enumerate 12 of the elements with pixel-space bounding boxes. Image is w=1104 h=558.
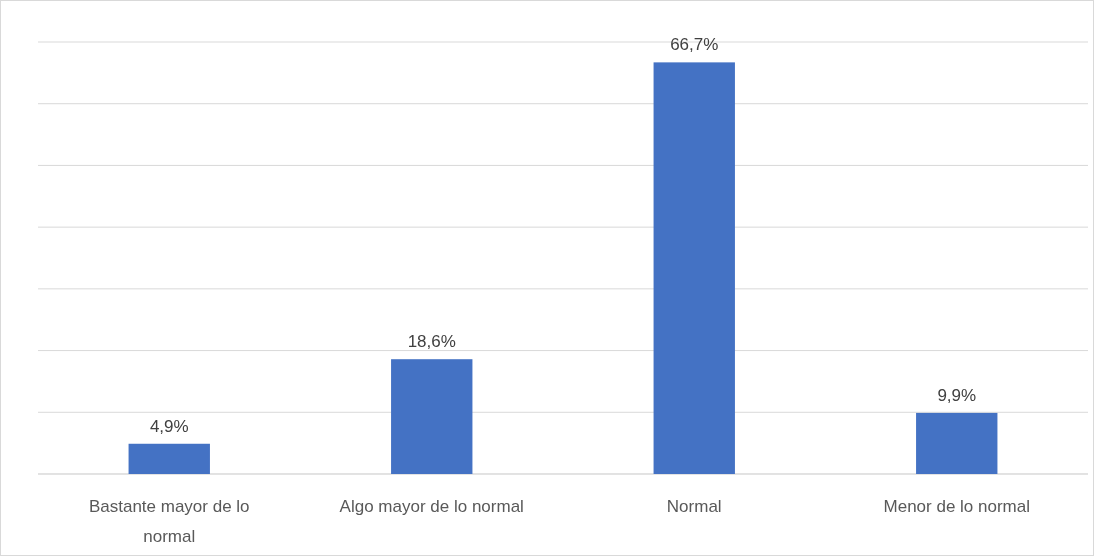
- bar: [653, 62, 735, 474]
- x-tick-label: Normal: [666, 497, 722, 516]
- bar: [128, 443, 210, 474]
- bar: [916, 412, 998, 474]
- bar: [391, 359, 473, 474]
- data-label: 4,9%: [149, 416, 189, 436]
- x-tick-label: Menor de lo normal: [883, 497, 1030, 516]
- data-label: 18,6%: [407, 332, 456, 352]
- x-tick-label: Bastante mayor de lo normal: [88, 497, 250, 546]
- data-label: 66,7%: [670, 35, 719, 55]
- x-tick-label: Algo mayor de lo normal: [339, 497, 524, 516]
- data-label: 9,9%: [937, 385, 977, 405]
